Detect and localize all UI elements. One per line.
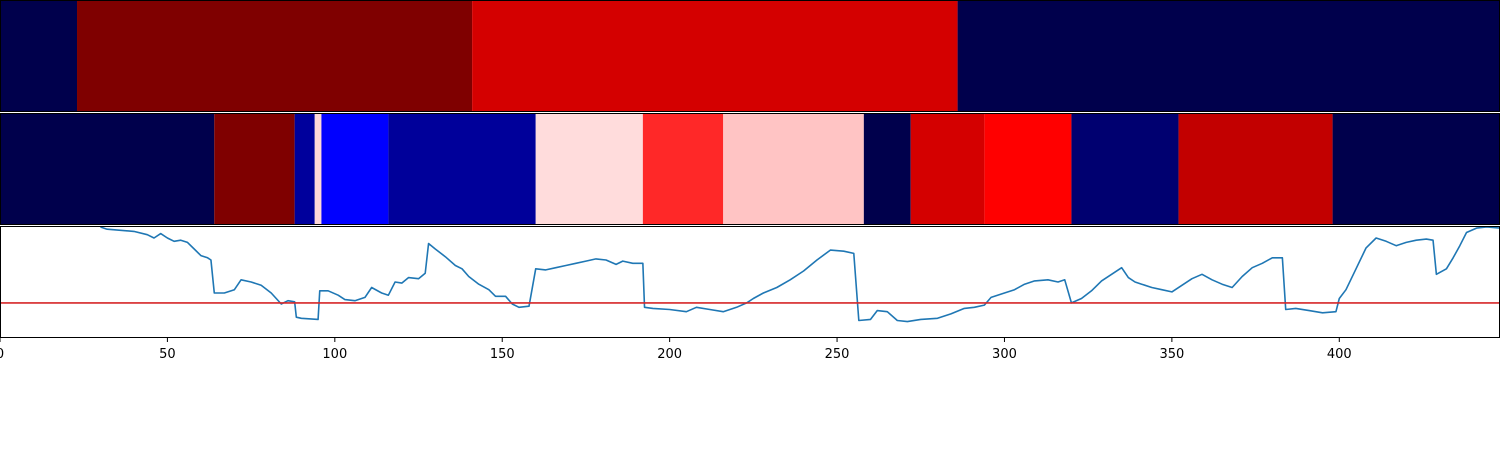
x-tick-label-100: 100: [322, 347, 347, 362]
segment-band-2-segment-6: [535, 114, 643, 224]
segment-band-2-segment-11: [984, 114, 1072, 224]
x-tick-label-150: 150: [490, 347, 515, 362]
series-line-signal: [100, 226, 1500, 323]
segment-band-2-segment-4: [321, 114, 389, 224]
segment-band-2-segment-7: [642, 114, 724, 224]
x-tick-label-400: 400: [1327, 347, 1352, 362]
line-plot-area: [0, 226, 1500, 338]
segment-band-2-segment-9: [863, 114, 911, 224]
segment-band-2-segment-2: [294, 114, 315, 224]
x-tick-label-300: 300: [992, 347, 1017, 362]
segment-band-2-segment-14: [1332, 114, 1500, 224]
segment-band-1-segment-1: [77, 1, 473, 111]
x-tick-label-0: 0: [0, 347, 4, 362]
x-tick-label-350: 350: [1159, 347, 1184, 362]
segment-band-2-segment-1: [214, 114, 295, 224]
segment-band-2-segment-0: [0, 114, 215, 224]
segment-band-1-segment-0: [0, 1, 78, 111]
segment-band-1: [0, 1, 1500, 111]
segment-band-2-segment-13: [1178, 114, 1333, 224]
x-tick-label-250: 250: [825, 347, 850, 362]
segment-band-2-segment-3: [314, 114, 322, 224]
segment-band-1-segment-2: [472, 1, 958, 111]
segment-band-2-segment-10: [910, 114, 985, 224]
segment-band-2: [0, 114, 1500, 224]
line-plot-frame: [0, 226, 1500, 338]
segment-band-1-segment-3: [957, 1, 1500, 111]
x-tick-label-50: 50: [159, 347, 176, 362]
segment-band-2-segment-5: [388, 114, 536, 224]
segment-band-2-segment-12: [1071, 114, 1179, 224]
x-tick-label-200: 200: [657, 347, 682, 362]
segment-band-2-segment-8: [723, 114, 864, 224]
x-axis: 0 50 100 150 200 250 300 350 400: [0, 337, 1352, 362]
